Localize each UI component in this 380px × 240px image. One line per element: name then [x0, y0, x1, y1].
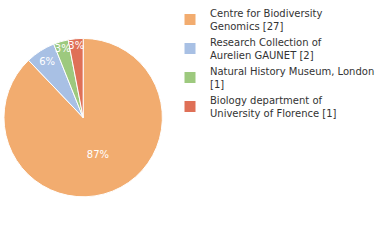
svg-text:Centre for BiodiversityGenomic: Centre for BiodiversityGenomics [27]	[210, 8, 323, 32]
svg-text:Biology department ofUniversit: Biology department ofUniversity of Flore…	[210, 95, 337, 119]
svg-text:6%: 6%	[39, 56, 55, 67]
svg-text:87%: 87%	[87, 149, 109, 160]
svg-text:Research Collection ofAurelien: Research Collection ofAurelien GAUNET [2…	[210, 37, 322, 61]
svg-text:3%: 3%	[68, 40, 84, 51]
svg-text:Natural History Museum, London: Natural History Museum, London[1]	[210, 66, 374, 90]
svg-text:3%: 3%	[55, 43, 71, 54]
